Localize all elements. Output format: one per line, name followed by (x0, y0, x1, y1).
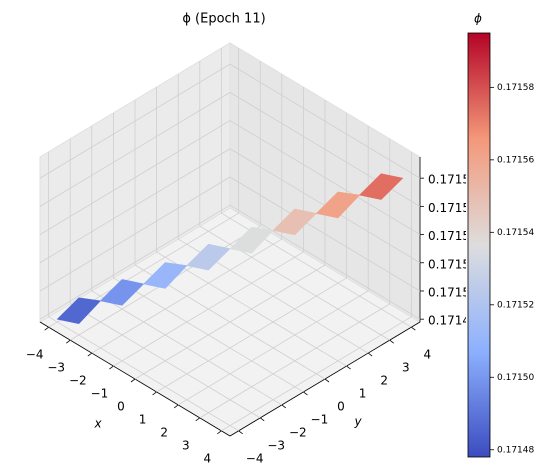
panes (39, 42, 424, 437)
z-tick-label: 0.17158 (428, 173, 478, 187)
y-tick (389, 339, 395, 344)
y-tick (303, 391, 308, 396)
colorbar-tick-label: 0.17150 (497, 373, 534, 383)
z-tick-labels: 0.17148 0.17150 0.17152 0.17154 0.17156 0.171… (428, 173, 478, 328)
y-tick (411, 326, 416, 331)
colorbar-tick-label: 0.17154 (497, 228, 534, 238)
y-tick (324, 378, 330, 383)
colorbar-title: ϕ (474, 12, 482, 26)
x-tick-label: 4 (204, 451, 212, 465)
x-tick-label: −3 (47, 361, 65, 375)
y-tick-label: −1 (311, 412, 329, 426)
axis-labels: x y (93, 415, 362, 431)
x-tick (152, 391, 157, 396)
z-tick-label: 0.17150 (428, 285, 478, 299)
colorbar-tick-label: 0.17152 (497, 300, 534, 310)
grid-line (91, 290, 283, 406)
z-tick-label: 0.17152 (428, 257, 478, 271)
grid-line (39, 204, 231, 320)
y-tick (238, 430, 243, 435)
x-tick (109, 365, 114, 370)
grid-line (229, 120, 421, 235)
y-tick-label: 4 (424, 348, 432, 362)
x-tick-label: 0 (117, 400, 125, 414)
grid-line (39, 92, 231, 207)
x-tick (195, 417, 201, 422)
surface-patch (358, 173, 404, 200)
x-tick-label: 2 (160, 425, 168, 439)
y-tick (259, 417, 265, 422)
grid-line (229, 63, 421, 179)
colorbar-scale (467, 32, 491, 458)
x-tick-label: −4 (26, 348, 44, 362)
x-tick-label: 3 (182, 438, 190, 452)
grid-line (70, 303, 261, 419)
x-tick-label: 1 (139, 412, 147, 426)
y-tick (281, 404, 287, 409)
y-tick-label: 3 (402, 361, 410, 375)
grid-line (229, 176, 421, 292)
y-tick-label: 2 (380, 374, 388, 388)
grid-line (113, 277, 304, 393)
y-tick-label: −2 (289, 425, 307, 439)
surface (56, 173, 404, 324)
grid-line (229, 204, 421, 320)
y-tick-label: −3 (267, 438, 285, 452)
z-tick-label: 0.17148 (428, 314, 478, 328)
x-tick-label: −1 (91, 387, 109, 401)
x-tick (130, 378, 136, 383)
x-axis-label: x (93, 417, 102, 431)
y-tick (367, 352, 373, 357)
grid-line (39, 120, 231, 235)
colorbar-tick-label: 0.17156 (497, 155, 534, 165)
z-tick-label: 0.17154 (428, 229, 478, 243)
y-tick (346, 365, 351, 370)
grid-line (39, 63, 231, 179)
x-tick (87, 352, 93, 357)
x-tick (65, 339, 71, 344)
grid-line (48, 316, 239, 432)
grid-line (199, 225, 390, 341)
chart-title: ϕ (Epoch 11) (182, 12, 265, 27)
colorbar: ϕ 0.17148 0.17150 0.17152 0.17154 0.17156 0.1… (467, 12, 534, 458)
z-tick-label: 0.17156 (428, 201, 478, 215)
y-tick-label: −4 (246, 451, 264, 465)
grid-line (39, 148, 231, 264)
grid-line (156, 251, 347, 367)
y-tick-label: 1 (359, 387, 367, 401)
grid-line (39, 176, 231, 292)
colorbar-tick-label: 0.17148 (497, 445, 534, 455)
x-tick (173, 404, 179, 409)
colorbar-tick-label: 0.17158 (497, 83, 534, 93)
x-tick (217, 430, 222, 435)
y-tick-label: 0 (337, 400, 345, 414)
y-axis-label: y (353, 415, 362, 429)
x-tick (44, 326, 49, 331)
x-tick-label: −2 (69, 374, 87, 388)
